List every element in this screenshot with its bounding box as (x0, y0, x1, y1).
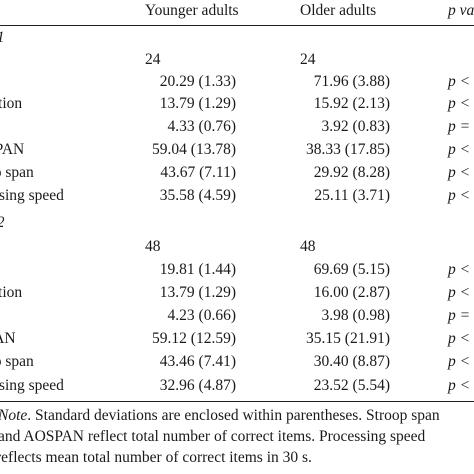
note-lead: Note (0, 407, 28, 424)
table-row: op span 43.67 (7.11) 29.92 (8.28) p < (0, 162, 474, 184)
study1-heading: y 1 (0, 27, 474, 49)
older-value: 15.92 (2.13) (313, 95, 390, 112)
table-row: SPAN 59.04 (13.78) 38.33 (17.85) p < (0, 139, 474, 161)
row-label: essing speed (0, 377, 64, 394)
older-value: 38.33 (17.85) (306, 141, 390, 158)
younger-value: 59.12 (12.59) (152, 330, 236, 347)
table-row: essing speed 32.96 (4.87) 23.52 (5.54) p… (0, 375, 474, 397)
p-value: p < (448, 164, 471, 181)
older-value: 24 (300, 51, 316, 68)
table-row: 19.81 (1.44) 69.69 (5.15) p < (0, 259, 474, 281)
younger-value: 48 (145, 238, 161, 255)
p-value: p < (448, 187, 471, 204)
table-row: th 4.23 (0.66) 3.98 (0.98) p = (0, 305, 474, 327)
p-value: p = (448, 118, 471, 135)
younger-value: 19.81 (1.44) (159, 261, 236, 278)
older-value: 25.11 (3.71) (314, 187, 390, 204)
younger-value: 32.96 (4.87) (159, 377, 236, 394)
row-label: ration (0, 284, 23, 301)
study2-label: y 2 (0, 212, 5, 234)
study2-heading: y 2 (0, 212, 474, 234)
table-row: op span 43.46 (7.41) 30.40 (8.87) p < (0, 351, 474, 373)
note-text-2: and AOSPAN reflect total number of corre… (0, 428, 426, 445)
table-row: ration 13.79 (1.29) 15.92 (2.13) p < (0, 93, 474, 115)
table-note-line-1: Note. Standard deviations are enclosed w… (0, 406, 472, 425)
header-rule (0, 25, 474, 26)
table-row: ration 13.79 (1.29) 16.00 (2.87) p < (0, 282, 474, 304)
row-label: SPAN (0, 141, 25, 158)
note-text-1: . Standard deviations are enclosed withi… (27, 407, 440, 424)
p-value: p < (448, 141, 471, 158)
bottom-rule (0, 401, 474, 402)
p-value: p < (448, 284, 471, 301)
younger-value: 4.23 (0.66) (167, 307, 236, 324)
p-value: p < (448, 330, 471, 347)
younger-value: 13.79 (1.29) (159, 95, 236, 112)
p-value: p < (448, 261, 471, 278)
row-label: op span (0, 164, 34, 181)
older-value: 30.40 (8.87) (313, 353, 390, 370)
table-row: PAN 59.12 (12.59) 35.15 (21.91) p < (0, 328, 474, 350)
table-row: essing speed 35.58 (4.59) 25.11 (3.71) p… (0, 185, 474, 207)
younger-value: 4.33 (0.76) (167, 118, 236, 135)
header-younger-adults: Younger adults (145, 2, 239, 19)
older-value: 3.98 (0.98) (321, 307, 390, 324)
younger-value: 43.67 (7.11) (160, 164, 236, 181)
p-value: p = (448, 307, 471, 324)
younger-value: 20.29 (1.33) (159, 73, 236, 90)
older-value: 71.96 (3.88) (313, 73, 390, 90)
younger-value: 59.04 (13.78) (152, 141, 236, 158)
p-value: p < (448, 377, 471, 394)
table-row: 20.29 (1.33) 71.96 (3.88) p < (0, 71, 474, 93)
older-value: 16.00 (2.87) (313, 284, 390, 301)
older-value: 35.15 (21.91) (306, 330, 390, 347)
table-header: Younger adults Older adults p va (0, 0, 474, 22)
row-label: PAN (0, 330, 16, 347)
header-older-adults: Older adults (300, 2, 377, 19)
older-value: 48 (300, 238, 316, 255)
older-value: 3.92 (0.83) (321, 118, 390, 135)
table-note-line-3: reflects mean total number of correct it… (0, 448, 470, 467)
header-p-value: p va (448, 2, 474, 19)
table-row: 48 48 (0, 236, 474, 258)
younger-value: 24 (145, 51, 161, 68)
row-label: ration (0, 95, 23, 112)
study1-label: y 1 (0, 27, 5, 49)
older-value: 29.92 (8.28) (313, 164, 390, 181)
younger-value: 43.46 (7.41) (159, 353, 236, 370)
table-note-line-2: and AOSPAN reflect total number of corre… (0, 427, 472, 446)
older-value: 23.52 (5.54) (313, 377, 390, 394)
p-value: p < (448, 95, 471, 112)
younger-value: 35.58 (4.59) (159, 187, 236, 204)
table-row: 24 24 (0, 49, 474, 71)
note-text-3: reflects mean total number of correct it… (0, 449, 312, 466)
row-label: op span (0, 353, 34, 370)
older-value: 69.69 (5.15) (313, 261, 390, 278)
p-value: p < (448, 353, 471, 370)
table-row: th 4.33 (0.76) 3.92 (0.83) p = (0, 116, 474, 138)
p-value: p < (448, 73, 471, 90)
row-label: essing speed (0, 187, 64, 204)
younger-value: 13.79 (1.29) (159, 284, 236, 301)
